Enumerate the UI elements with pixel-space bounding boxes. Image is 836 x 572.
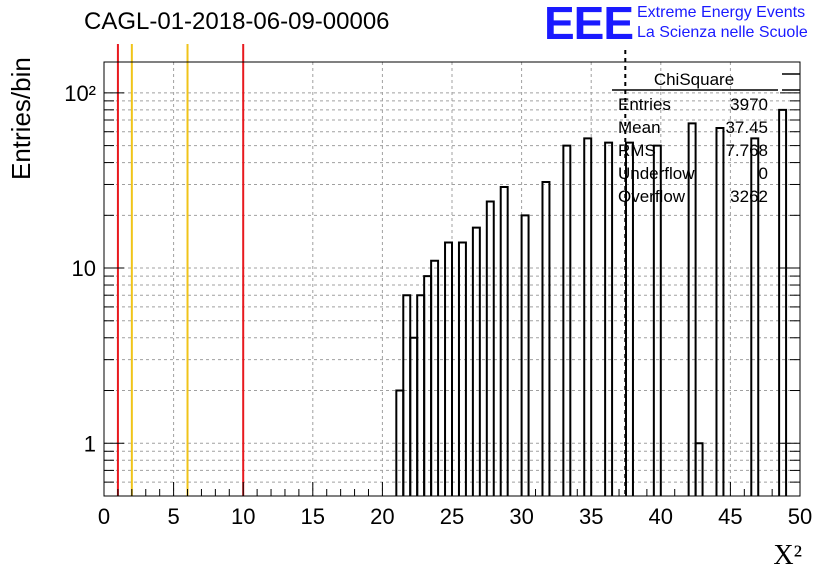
histogram-bin <box>625 141 634 496</box>
stats-row-label: Mean <box>618 118 661 137</box>
stats-row-value: 3262 <box>730 187 768 206</box>
y-tick-label: 1 <box>84 431 96 456</box>
stats-box-title: ChiSquare <box>654 70 734 89</box>
stats-row-label: RMS <box>618 141 656 160</box>
histogram-bin <box>444 241 453 496</box>
axis-ticks: 0 5 10 15 20 25 30 35 40 45 50 1 10 10² <box>64 81 812 529</box>
histogram-bars <box>395 108 788 496</box>
histogram-bin <box>778 108 788 496</box>
x-tick-label: 0 <box>98 504 110 529</box>
x-tick-label: 10 <box>231 504 255 529</box>
x-tick-label: 45 <box>718 504 742 529</box>
stats-row-label: Overflow <box>618 187 686 206</box>
histogram-bin <box>715 127 725 496</box>
logo-mark: EEE <box>544 0 634 49</box>
histogram-bin <box>430 259 440 496</box>
histogram-bin <box>499 186 509 496</box>
stats-row-value: 3970 <box>730 95 768 114</box>
x-tick-label: 15 <box>301 504 325 529</box>
x-tick-label: 40 <box>649 504 673 529</box>
logo-line2: La Scienza nelle Scuole <box>637 24 808 41</box>
x-tick-label: 50 <box>788 504 812 529</box>
stats-row-value: 7.768 <box>725 141 768 160</box>
histogram-bin <box>471 226 481 496</box>
stats-row-value: 37.45 <box>725 118 768 137</box>
histogram-bin <box>402 294 412 496</box>
x-tick-label: 30 <box>509 504 533 529</box>
x-tick-label: 25 <box>440 504 464 529</box>
histogram-bin <box>604 141 614 496</box>
histogram-bin <box>520 214 530 496</box>
y-axis-label: Entries/bin <box>6 57 36 180</box>
logo-line1: Extreme Energy Events <box>637 4 806 21</box>
histogram-bin <box>416 294 426 496</box>
histogram-bin <box>750 137 760 496</box>
stats-box: ChiSquare Entries 3970 Mean 37.45 RMS 7.… <box>612 70 800 206</box>
eee-logo: EEE Extreme Energy Events La Scienza nel… <box>544 0 834 49</box>
histogram-bin <box>457 241 467 496</box>
x-axis-label: X² <box>773 540 802 571</box>
stats-row-label: Entries <box>618 95 671 114</box>
histogram-bin <box>562 144 572 496</box>
x-tick-label: 20 <box>370 504 394 529</box>
histogram-bin <box>423 275 433 496</box>
histogram-bin <box>485 200 495 496</box>
x-tick-label: 35 <box>579 504 603 529</box>
histogram-bin <box>694 442 704 496</box>
y-tick-label: 10 <box>72 256 96 281</box>
histogram-bin <box>541 180 551 496</box>
histogram-bin <box>583 137 593 496</box>
stats-row-value: 0 <box>759 164 768 183</box>
y-tick-label: 10² <box>64 81 96 106</box>
histogram-bin <box>687 122 697 496</box>
chart-title: CAGL-01-2018-06-09-00006 <box>84 8 390 35</box>
x-tick-label: 5 <box>167 504 179 529</box>
histogram-bin <box>652 144 662 496</box>
histogram-bin <box>409 336 419 496</box>
stats-row-label: Underflow <box>618 164 695 183</box>
